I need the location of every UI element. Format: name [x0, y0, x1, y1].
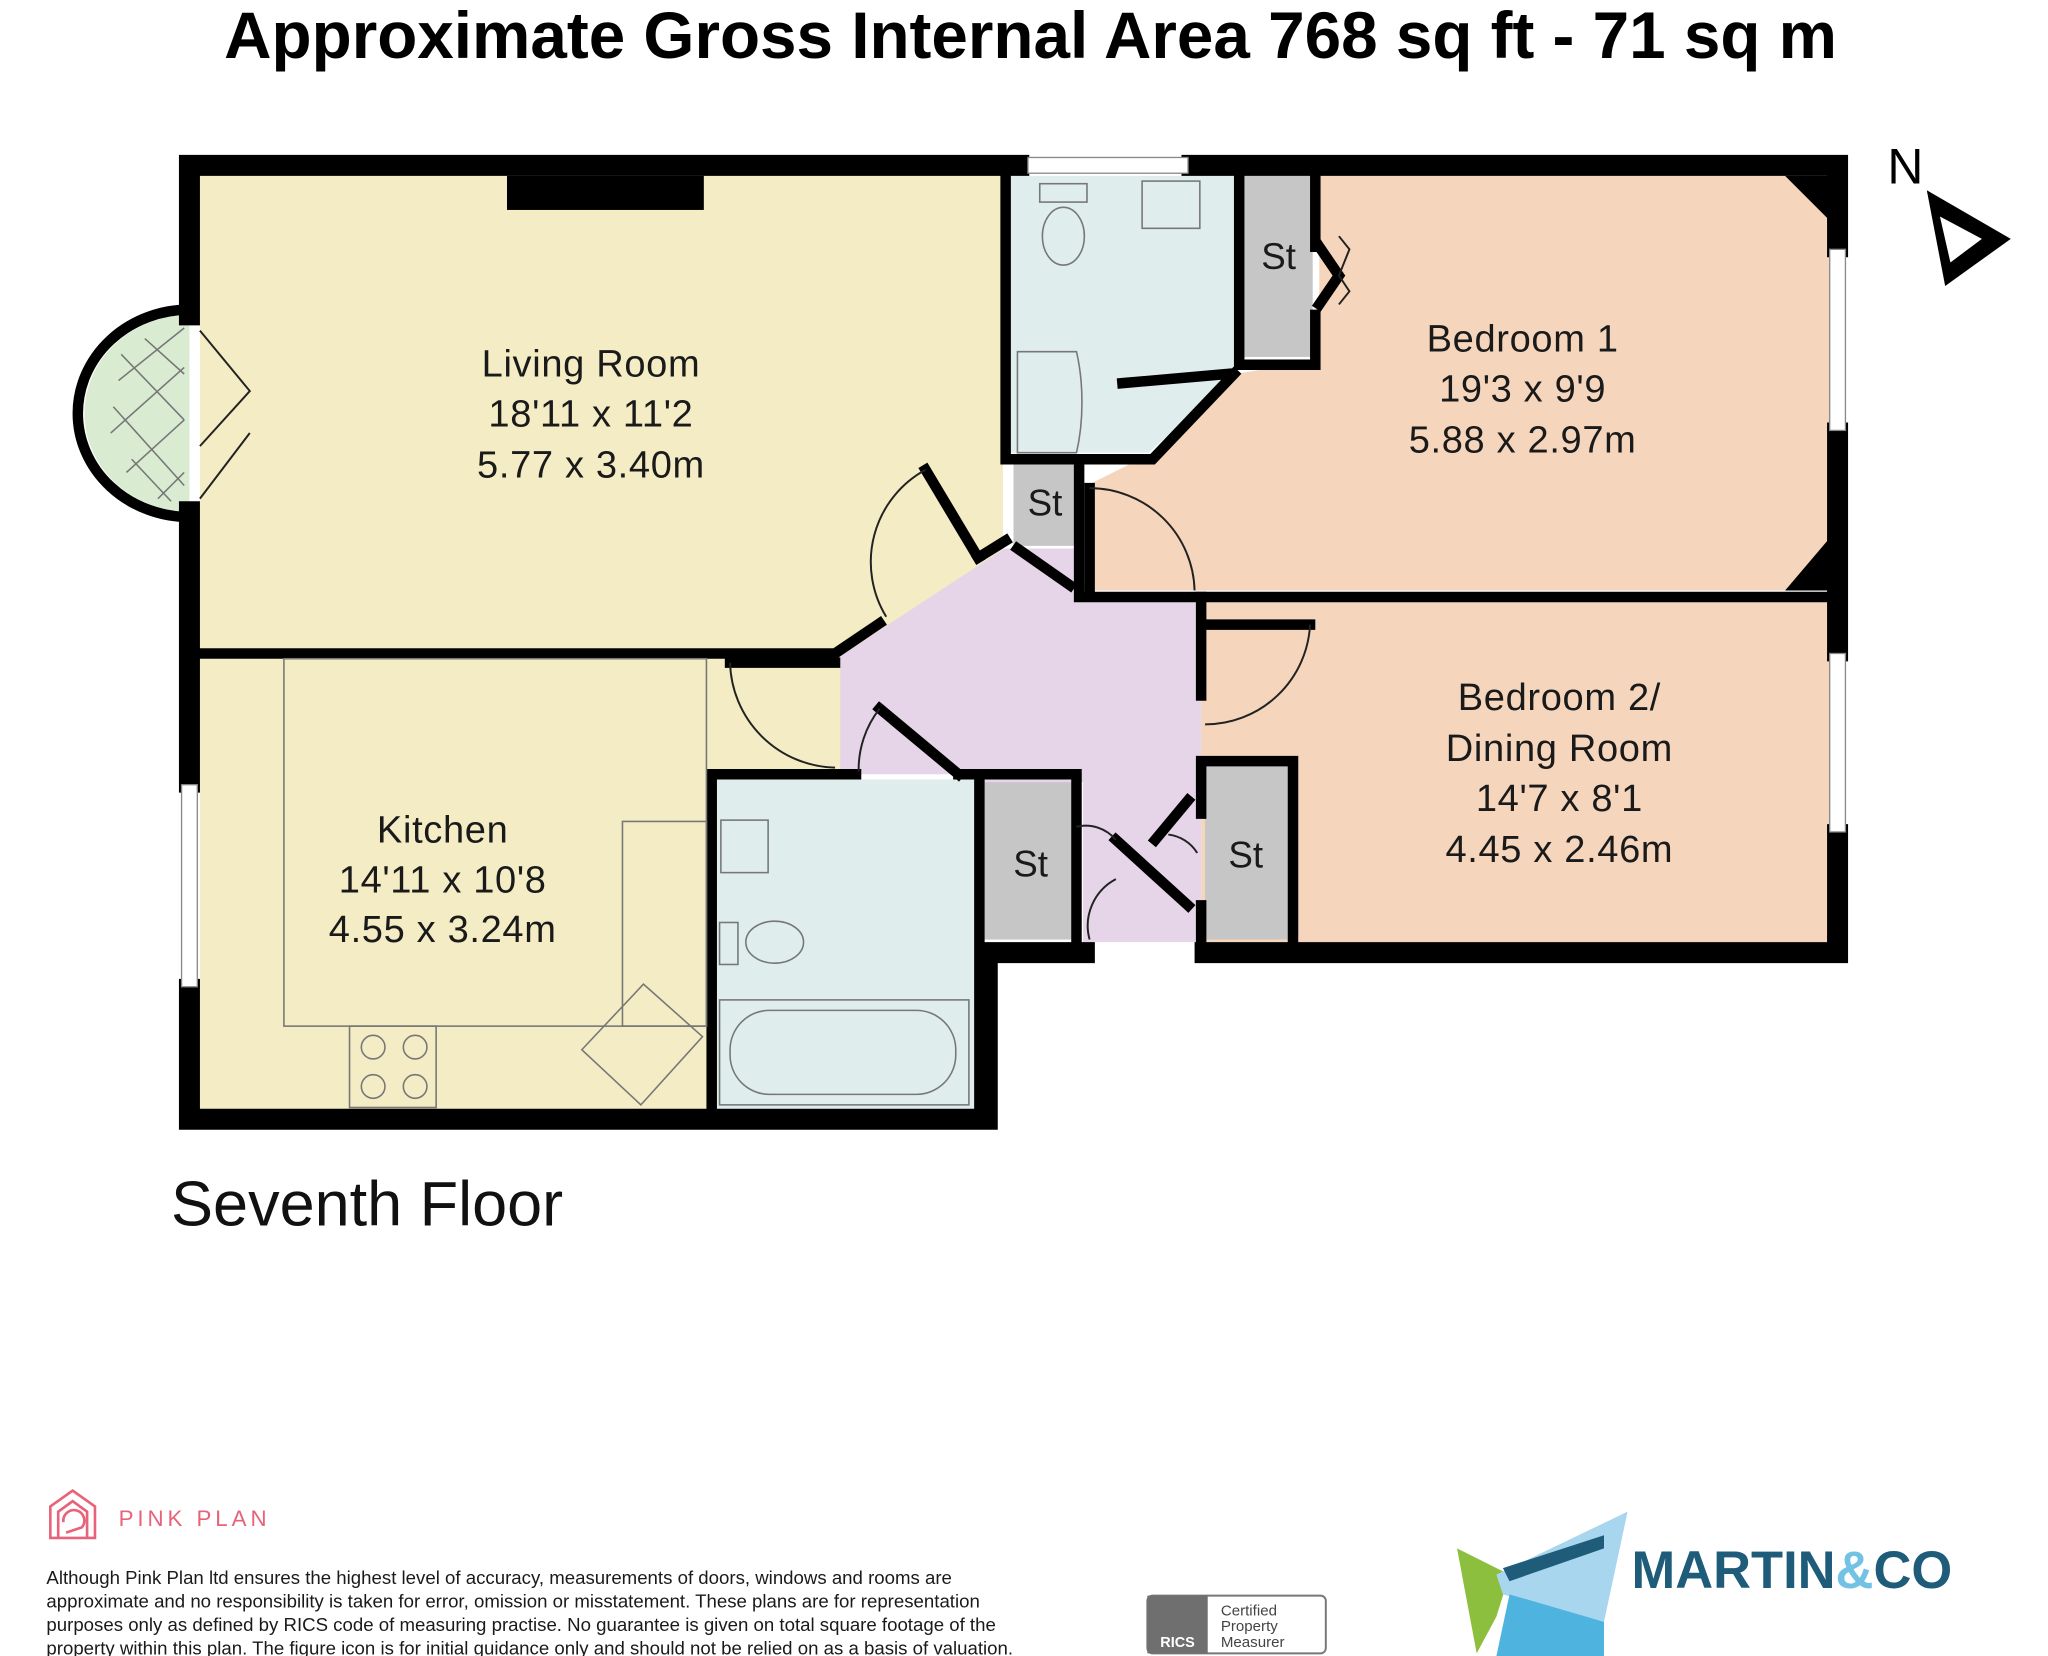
page-title: Approximate Gross Internal Area 768 sq f… [224, 0, 1837, 72]
svg-text:purposes only as defined by RI: purposes only as defined by RICS code of… [46, 1614, 995, 1635]
interior-wall [1195, 591, 1299, 953]
interior-wall [189, 533, 1013, 659]
store-4 [1205, 761, 1290, 940]
brand-name: PINK PLAN [119, 1506, 271, 1531]
hob-icon [348, 1025, 437, 1109]
room-dimensions-imperial: 19'3 x 9'9 [1439, 369, 1606, 411]
svg-text:RICS: RICS [1160, 1635, 1195, 1651]
bedroom-1-area [1086, 175, 1830, 591]
pink-plan-logo: PINK PLAN [49, 1489, 271, 1540]
window [180, 784, 198, 988]
window [1829, 248, 1847, 432]
svg-text:Property: Property [1221, 1618, 1278, 1635]
store-label: St [1228, 834, 1263, 875]
store-label: St [1028, 483, 1063, 524]
room-name: Kitchen [377, 809, 509, 851]
bay-window-tiles [110, 327, 185, 502]
store-2 [1013, 464, 1077, 546]
room-dimensions-metric: 5.88 x 2.97m [1409, 420, 1637, 462]
ensuite-area [1010, 175, 1237, 453]
room-name: Dining Room [1446, 728, 1673, 770]
chimney-breast [506, 175, 704, 210]
svg-text:Although Pink Plan ltd ensures: Although Pink Plan ltd ensures the highe… [46, 1567, 952, 1588]
svg-text:Measurer: Measurer [1221, 1634, 1285, 1651]
interior-wall [1233, 165, 1321, 371]
room-label-living-room: Living Room 18'11 x 11'2 5.77 x 3.40m [477, 344, 705, 487]
store-3 [984, 782, 1074, 940]
kitchen-sink-icon [580, 983, 704, 1106]
living-room-area [199, 175, 1004, 649]
store-label: St [1013, 844, 1048, 885]
svg-text:Certified: Certified [1221, 1602, 1277, 1619]
doors [199, 235, 1351, 940]
room-name: Bedroom 1 [1427, 319, 1619, 361]
room-dimensions-metric: 4.55 x 3.24m [329, 909, 557, 951]
sink-icon [1141, 180, 1201, 230]
window [1829, 652, 1847, 833]
compass-north-label: N [1887, 139, 1923, 195]
bathroom-area [716, 779, 975, 1111]
store-label: St [1261, 236, 1296, 277]
store-1 [1244, 175, 1313, 357]
room-label-bedroom-2: Bedroom 2/ Dining Room 14'7 x 8'1 4.45 x… [1445, 677, 1673, 871]
room-name: Living Room [482, 344, 701, 386]
floor-plan: Living Room 18'11 x 11'2 5.77 x 3.40m Ki… [72, 154, 1849, 1130]
exterior-walls [178, 154, 1849, 1130]
compass: N [1887, 139, 2011, 287]
martin-and-co-logo: MARTIN&CO [1457, 1511, 1953, 1656]
floor-label: Seventh Floor [171, 1170, 563, 1240]
fixtures [283, 180, 1201, 1109]
bathtub-icon [718, 999, 970, 1106]
room-label-bedroom-1: Bedroom 1 19'3 x 9'9 5.88 x 2.97m [1409, 319, 1637, 462]
svg-text:MARTIN&CO: MARTIN&CO [1632, 1541, 1953, 1600]
window [1027, 156, 1189, 174]
sink-icon [720, 819, 769, 874]
toilet-icon [1041, 206, 1086, 266]
room-label-kitchen: Kitchen 14'11 x 10'8 4.55 x 3.24m [329, 809, 557, 951]
room-dimensions-metric: 4.45 x 2.46m [1445, 829, 1673, 871]
interior-wall [1005, 366, 1242, 465]
svg-text:approximate and no responsibil: approximate and no responsibility is tak… [46, 1590, 979, 1611]
shower-icon [1016, 350, 1083, 454]
room-name: Bedroom 2/ [1458, 677, 1661, 719]
svg-text:property within this plan. The: property within this plan. The figure ic… [46, 1638, 1013, 1656]
interior-wall [1000, 165, 1838, 603]
rics-badge: RICS Certified Property Measurer [1146, 1594, 1327, 1655]
interior-wall [706, 768, 1082, 1121]
hallway-area [840, 548, 1202, 943]
house-logo-icon [49, 1489, 97, 1540]
room-dimensions-metric: 5.77 x 3.40m [477, 445, 705, 487]
bedroom-2-area [1201, 600, 1830, 943]
disclaimer: Although Pink Plan ltd ensures the highe… [46, 1567, 1013, 1656]
room-dimensions-imperial: 14'7 x 8'1 [1476, 778, 1643, 820]
toilet-icon [745, 920, 805, 964]
room-dimensions-imperial: 18'11 x 11'2 [488, 393, 693, 435]
room-dimensions-imperial: 14'11 x 10'8 [339, 859, 547, 901]
